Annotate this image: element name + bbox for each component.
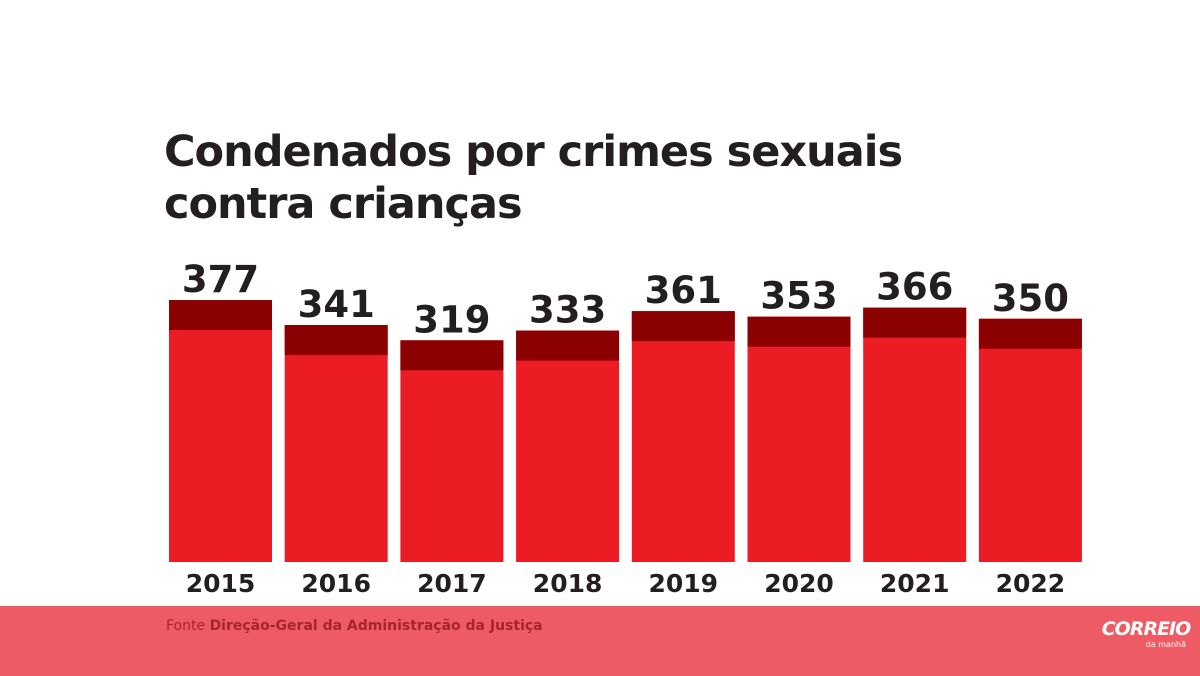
bar-2019 bbox=[631, 311, 735, 562]
year-label-2019: 2019 bbox=[649, 569, 719, 598]
bar-top-band-2015 bbox=[169, 300, 272, 330]
value-label-2019: 361 bbox=[645, 269, 722, 312]
year-label-2018: 2018 bbox=[533, 569, 603, 598]
bar-2020 bbox=[747, 316, 851, 562]
brand-logo: CORREIO da manhã bbox=[1100, 618, 1192, 650]
footer-bar: Fonte Direção-Geral da Administração da … bbox=[0, 606, 1200, 676]
source-name: Direção-Geral da Administração da Justiç… bbox=[209, 618, 543, 634]
value-label-2020: 353 bbox=[760, 275, 837, 318]
bar-top-band-2017 bbox=[400, 340, 504, 371]
year-label-2021: 2021 bbox=[880, 569, 950, 598]
value-label-2016: 341 bbox=[298, 283, 375, 326]
value-label-2015: 377 bbox=[182, 258, 259, 301]
brand-subtitle: da manhã bbox=[1145, 640, 1186, 649]
year-label-2020: 2020 bbox=[764, 569, 834, 598]
bar-2018 bbox=[516, 330, 620, 562]
bar-chart: 377 2015 341 2016 319 2017 333 2018 361 2019 353 20… bbox=[169, 258, 1082, 598]
brand-name: CORREIO bbox=[1101, 618, 1192, 640]
bar-top-band-2016 bbox=[284, 325, 388, 356]
bar-2021 bbox=[863, 307, 967, 562]
value-label-2022: 350 bbox=[992, 277, 1069, 320]
chart-title: Condenados por crimes sexuais contra cri… bbox=[164, 126, 1064, 230]
bar-top-band-2019 bbox=[631, 311, 735, 342]
year-label-2017: 2017 bbox=[417, 569, 487, 598]
bar-top-band-2021 bbox=[863, 307, 967, 338]
source-credit: Fonte Direção-Geral da Administração da … bbox=[166, 618, 543, 634]
value-label-2017: 319 bbox=[413, 298, 490, 341]
bar-top-band-2022 bbox=[978, 318, 1082, 349]
year-label-2022: 2022 bbox=[996, 569, 1066, 598]
bar-top-band-2020 bbox=[747, 316, 851, 347]
bar-2017 bbox=[400, 340, 504, 562]
chart-title-line-2: contra crianças bbox=[164, 179, 523, 229]
value-label-2018: 333 bbox=[529, 289, 606, 332]
year-label-2016: 2016 bbox=[301, 569, 371, 598]
bar-2016 bbox=[284, 325, 388, 562]
year-label-2015: 2015 bbox=[186, 569, 256, 598]
bar-top-band-2018 bbox=[516, 330, 620, 361]
bar-2022 bbox=[978, 318, 1082, 562]
value-label-2021: 366 bbox=[876, 266, 953, 309]
source-prefix: Fonte bbox=[166, 618, 206, 634]
chart-title-line-1: Condenados por crimes sexuais bbox=[164, 127, 903, 177]
bar-2015 bbox=[169, 300, 272, 562]
